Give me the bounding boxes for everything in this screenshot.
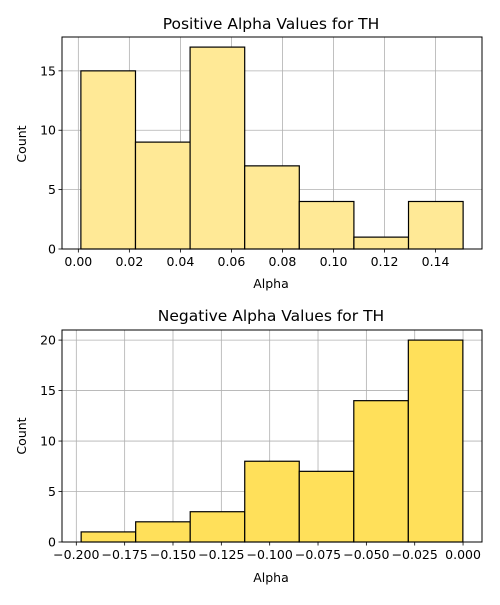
x-tick-label: 0.00: [64, 254, 92, 269]
histogram-bar: [135, 521, 191, 543]
histogram-bar: [244, 460, 300, 543]
y-axis-label: Count: [14, 125, 29, 162]
chart-title: Negative Alpha Values for TH: [158, 307, 384, 325]
x-tick-label: 0.08: [269, 254, 297, 269]
y-tick-label: 5: [48, 182, 56, 197]
ticks: 0.00 0.02 0.04 0.06 0.08 0.10 0.12 0.14 0 5 10 15: [40, 63, 449, 269]
x-tick-label: −0.125: [198, 547, 244, 562]
bars: [80, 339, 464, 543]
chart-positive-alpha: Positive Alpha Values for TH Alpha Count…: [14, 15, 483, 291]
x-tick-label: 0.04: [166, 254, 194, 269]
histogram-bar: [298, 200, 355, 250]
histogram-bar: [189, 511, 246, 543]
y-tick-label: 15: [40, 383, 56, 398]
x-tick-label: −0.175: [102, 547, 148, 562]
histogram-bar: [189, 46, 246, 250]
y-axis-label: Count: [14, 417, 29, 454]
histogram-bar: [244, 165, 300, 250]
x-tick-label: −0.050: [343, 547, 389, 562]
x-tick-label: −0.075: [295, 547, 341, 562]
ticks: −0.200 −0.175 −0.150 −0.125 −0.100 −0.075 −0.0…: [40, 333, 481, 562]
chart-title: Positive Alpha Values for TH: [163, 15, 380, 33]
x-tick-label: 0.02: [115, 254, 143, 269]
x-axis-label: Alpha: [253, 276, 289, 291]
histogram-bar: [80, 70, 137, 250]
y-tick-label: 10: [40, 123, 56, 138]
x-tick-label: −0.100: [247, 547, 293, 562]
x-tick-label: 0.06: [218, 254, 246, 269]
x-tick-label: 0.12: [371, 254, 399, 269]
x-axis-label: Alpha: [253, 570, 289, 585]
histogram-bar: [298, 470, 355, 543]
histogram-bar: [353, 236, 410, 250]
x-tick-label: −0.200: [53, 547, 99, 562]
y-tick-label: 15: [40, 63, 56, 78]
x-tick-label: −0.025: [392, 547, 438, 562]
y-tick-label: 0: [48, 242, 56, 257]
histogram-bar: [80, 531, 137, 543]
x-tick-label: 0.000: [445, 547, 481, 562]
chart-negative-alpha: Negative Alpha Values for TH Alpha Count…: [14, 307, 483, 585]
histogram-bar: [134, 141, 191, 250]
x-tick-label: 0.10: [320, 254, 348, 269]
y-tick-label: 10: [40, 434, 56, 449]
y-tick-label: 20: [40, 333, 56, 348]
histogram-bar: [407, 339, 464, 543]
bars: [80, 46, 464, 250]
y-tick-label: 5: [48, 484, 56, 499]
x-tick-label: −0.150: [150, 547, 196, 562]
histogram-bar: [407, 200, 464, 250]
plot-frame: [61, 36, 483, 250]
plot-frame: [61, 329, 483, 543]
y-tick-label: 0: [48, 535, 56, 550]
histogram-bar: [353, 400, 409, 543]
x-tick-label: 0.14: [422, 254, 450, 269]
